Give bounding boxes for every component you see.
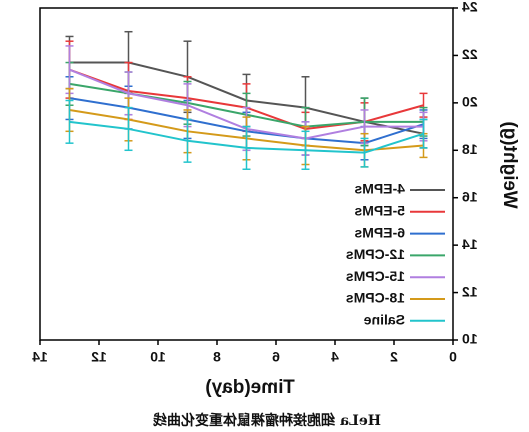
x-tick-label: 4	[331, 349, 339, 365]
series-line	[69, 120, 424, 154]
x-tick-label: 14	[32, 349, 48, 365]
caption: HeLa 细胞接种瘤裸鼠体重变化曲线	[153, 412, 381, 429]
legend-label: 18-CPMs	[346, 290, 405, 306]
y-axis-title: Weight(g)	[499, 121, 520, 208]
x-tick-label: 6	[272, 349, 280, 365]
x-tick-label: 8	[213, 349, 221, 365]
y-tick-label: 12	[462, 283, 478, 299]
legend-label: 4-EPMs	[354, 181, 405, 197]
x-tick-label: 0	[449, 349, 457, 365]
x-tick-label: 10	[150, 349, 166, 365]
y-tick-label: 24	[462, 0, 478, 15]
x-tick-label: 12	[91, 349, 107, 365]
y-tick-label: 10	[462, 331, 478, 347]
y-tick-label: 18	[462, 141, 478, 157]
x-tick-label: 2	[390, 349, 398, 365]
series	[65, 99, 428, 171]
y-tick-label: 16	[462, 188, 478, 204]
x-axis-title: Time(day)	[205, 377, 294, 398]
y-tick-label: 22	[462, 46, 478, 62]
legend-label: 5-EPMs	[354, 203, 405, 219]
plot-frame	[39, 7, 454, 341]
y-tick-label: 20	[462, 94, 478, 110]
legend-label: Saline	[364, 312, 405, 328]
legend-label: 15-CPMs	[346, 268, 405, 284]
y-tick-label: 14	[462, 236, 478, 252]
legend-label: 6-EPMs	[354, 224, 405, 240]
legend-label: 12-CPMs	[346, 246, 405, 262]
